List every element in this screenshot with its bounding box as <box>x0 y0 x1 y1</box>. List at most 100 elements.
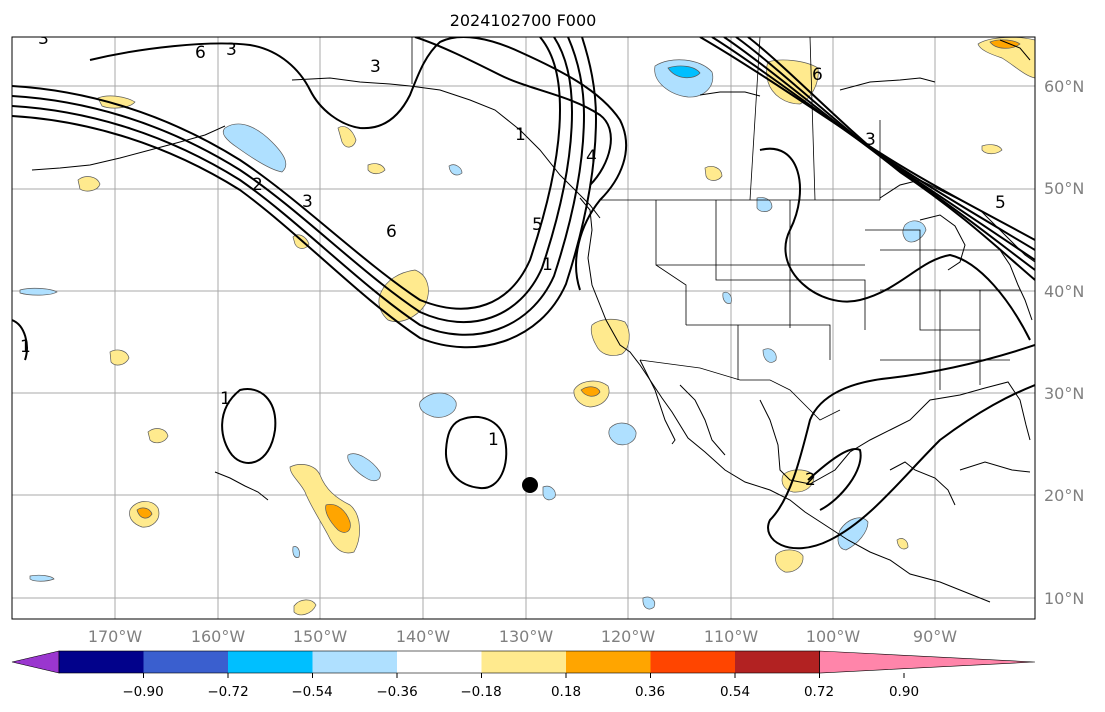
negative-anomaly-patch <box>762 348 777 363</box>
contour-label: 6 <box>195 43 206 63</box>
negative-anomaly-patch <box>608 422 637 446</box>
contour-label: 3 <box>370 57 381 77</box>
lon-label-130w: 130°W <box>499 627 554 646</box>
positive-anomaly-patch <box>147 428 169 444</box>
colorbar-tick-label: −0.72 <box>207 684 248 700</box>
positive-anomaly-core <box>580 386 601 397</box>
state-boundary <box>715 200 791 328</box>
colorbar-tick-label: −0.54 <box>291 684 332 700</box>
great-lakes-shoreline <box>919 214 966 271</box>
lon-label-120w: 120°W <box>601 627 656 646</box>
contour-label: 6 <box>386 222 397 242</box>
colorbar-tick-label: −0.90 <box>122 684 163 700</box>
map-panel: 3 2 3 6 5 1 3 6 3 5 4 1 2 6 1 3 1 1 <box>11 29 1036 620</box>
contour-line <box>807 448 862 511</box>
colorbar-segment <box>566 651 651 673</box>
contour-label: 3 <box>38 29 49 49</box>
negative-anomaly-core <box>667 65 701 79</box>
negative-anomaly-patch <box>542 485 556 501</box>
colorbar-segment <box>143 651 229 673</box>
aleutian-islands <box>31 125 226 171</box>
contour-label: 4 <box>586 147 597 167</box>
negative-anomaly-patch <box>448 164 463 176</box>
contour-line <box>759 147 1031 341</box>
colorbar-tick-labels: −0.90 −0.72 −0.54 −0.36 −0.18 0.18 0.36 … <box>122 684 919 700</box>
contour-line <box>12 37 598 349</box>
lon-label-160w: 160°W <box>191 627 246 646</box>
colorbar: −0.90 −0.72 −0.54 −0.36 −0.18 0.18 0.36 … <box>11 650 1036 700</box>
contour-line <box>12 37 574 324</box>
contour-value-labels: 3 2 3 6 5 1 3 6 3 5 4 1 2 6 1 3 1 1 <box>20 29 1006 490</box>
positive-anomaly-patch <box>97 95 136 109</box>
contour-label: 3 <box>302 192 313 212</box>
canada-province-boundary <box>809 37 816 201</box>
negative-anomaly-patch <box>222 123 287 173</box>
negative-anomaly-patch <box>29 574 55 582</box>
colorbar-ticks <box>143 673 905 678</box>
lat-label-10n: 10°N <box>1044 589 1084 608</box>
positive-anomaly-patch <box>293 599 317 616</box>
lat-label-20n: 20°N <box>1044 486 1084 505</box>
colorbar-segment <box>59 651 144 673</box>
state-boundary <box>686 324 831 360</box>
negative-anomaly-patch <box>419 392 457 418</box>
negative-anomaly-patch <box>347 453 381 482</box>
colorbar-segment <box>312 651 398 673</box>
baja-california-coast <box>639 359 676 445</box>
colorbar-outline <box>58 650 820 674</box>
location-marker <box>522 477 538 493</box>
contour-lines <box>12 37 1035 550</box>
negative-anomaly-patch <box>756 197 773 212</box>
positive-anomaly-core <box>989 39 1021 49</box>
map-frame <box>11 36 1036 620</box>
state-boundary <box>655 200 687 325</box>
gulf-of-california-coast <box>679 384 726 456</box>
filled-anomalies <box>19 37 1035 616</box>
negative-anomaly-patch <box>642 596 656 610</box>
lon-label-110w: 110°W <box>704 627 759 646</box>
contour-line <box>12 319 28 361</box>
colorbar-tick-label: −0.18 <box>460 684 501 700</box>
contour-line <box>12 37 562 310</box>
positive-anomaly-patch <box>590 318 630 356</box>
contour-label: 1 <box>220 389 231 409</box>
positive-anomaly-patch <box>775 549 804 573</box>
coastlines <box>31 39 1035 603</box>
positive-anomaly-patch <box>981 144 1003 155</box>
cuba-coast <box>959 461 1031 473</box>
contour-label: 1 <box>542 255 553 275</box>
contour-line <box>767 344 1035 550</box>
lon-label-90w: 90°W <box>913 627 957 646</box>
pacific-coastline <box>579 197 991 603</box>
canada-province-boundary <box>749 37 761 201</box>
contour-label: 3 <box>226 40 237 60</box>
lon-label-150w: 150°W <box>293 627 348 646</box>
positive-anomaly-patch <box>77 176 101 192</box>
greenland-coast <box>999 39 1031 61</box>
state-boundary <box>789 200 866 330</box>
longitude-labels: 170°W 160°W 150°W 140°W 130°W 120°W 110°… <box>88 627 957 646</box>
colorbar-tick-label: 0.18 <box>551 684 581 700</box>
negative-anomaly-patch <box>722 291 732 304</box>
contour-label: 2 <box>805 470 816 490</box>
positive-anomaly-patch <box>704 166 723 181</box>
lon-label-100w: 100°W <box>806 627 861 646</box>
atlantic-coast <box>999 249 1033 321</box>
positive-anomaly-patch <box>109 349 130 366</box>
colorbar-segments <box>11 650 1036 674</box>
contour-line <box>444 415 508 490</box>
lat-label-30n: 30°N <box>1044 384 1084 403</box>
contour-label: 1 <box>20 337 31 357</box>
contour-label: 6 <box>812 65 823 85</box>
contour-label: 2 <box>252 175 263 195</box>
colorbar-tick-label: 0.54 <box>720 684 750 700</box>
latitude-labels: 60°N 50°N 40°N 30°N 20°N 10°N <box>1044 77 1084 608</box>
graticule <box>12 37 1035 619</box>
us-mexico-border <box>639 359 841 421</box>
negative-anomaly-patch <box>19 287 58 296</box>
canada-arctic-coast <box>839 77 936 91</box>
political-boundaries <box>411 37 1020 421</box>
colorbar-segment <box>228 651 313 673</box>
negative-anomaly-patch <box>292 546 300 558</box>
